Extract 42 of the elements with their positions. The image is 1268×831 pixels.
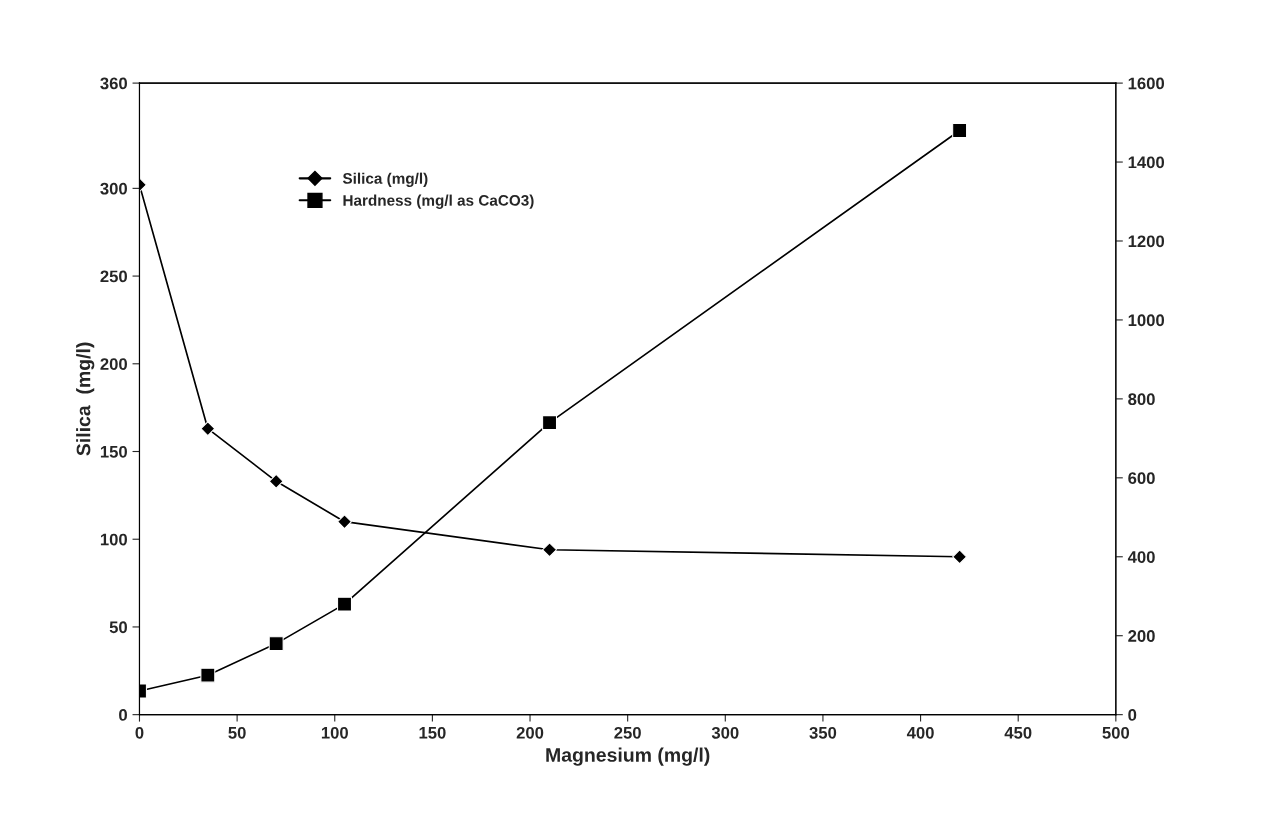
y2-tick-label: 400 <box>1127 551 1155 563</box>
y-tick-label: 150 <box>100 445 127 458</box>
point <box>268 636 284 652</box>
y-tick-label: 50 <box>109 621 127 634</box>
x-tick-label: 50 <box>228 726 246 739</box>
y2-tick-label: 800 <box>1128 393 1155 406</box>
x-tick-label: 300 <box>711 726 739 739</box>
y-tick-label: 250 <box>100 270 127 283</box>
y2-tick-label: 600 <box>1128 472 1155 485</box>
y-tick-label: 0 <box>119 709 127 721</box>
x-tick-label: 250 <box>614 726 641 739</box>
y2-tick-label: 1600 <box>1128 77 1165 90</box>
x-tick-label: 500 <box>1102 726 1130 739</box>
x-tick-label: 450 <box>1004 726 1032 739</box>
x-tick-label: 150 <box>419 726 446 739</box>
y-tick-label: 100 <box>100 533 127 546</box>
point <box>337 596 352 612</box>
y2-tick-label: 1000 <box>1128 314 1165 327</box>
x-tick-label: 400 <box>906 726 934 739</box>
y2-tick-label: 0 <box>1128 709 1137 721</box>
point <box>542 415 558 431</box>
legend-label: Hardness (mg/l as CaCO3) <box>343 194 534 209</box>
y-axis-title: Silica (mg/l) <box>76 342 95 456</box>
point <box>337 514 352 530</box>
y2-tick-label: 1400 <box>1128 156 1165 169</box>
point <box>952 549 968 565</box>
point <box>200 667 216 683</box>
y-tick-label: 300 <box>100 182 127 195</box>
point <box>200 421 216 437</box>
point <box>268 473 284 489</box>
point <box>542 542 557 558</box>
y-tick-label: 200 <box>100 358 127 370</box>
point <box>952 123 968 138</box>
y-tick-label: 360 <box>100 77 127 90</box>
x-axis-title: Magnesium (mg/l) <box>546 747 710 766</box>
y2-tick-label: 1200 <box>1128 235 1165 248</box>
x-tick-label: 0 <box>135 726 144 739</box>
x-tick-label: 350 <box>809 726 837 739</box>
x-tick-label: 200 <box>516 726 544 739</box>
y2-tick-label: 200 <box>1128 630 1155 642</box>
legend-label: Silica (mg/l) <box>342 172 428 187</box>
x-tick-label: 100 <box>321 726 348 739</box>
